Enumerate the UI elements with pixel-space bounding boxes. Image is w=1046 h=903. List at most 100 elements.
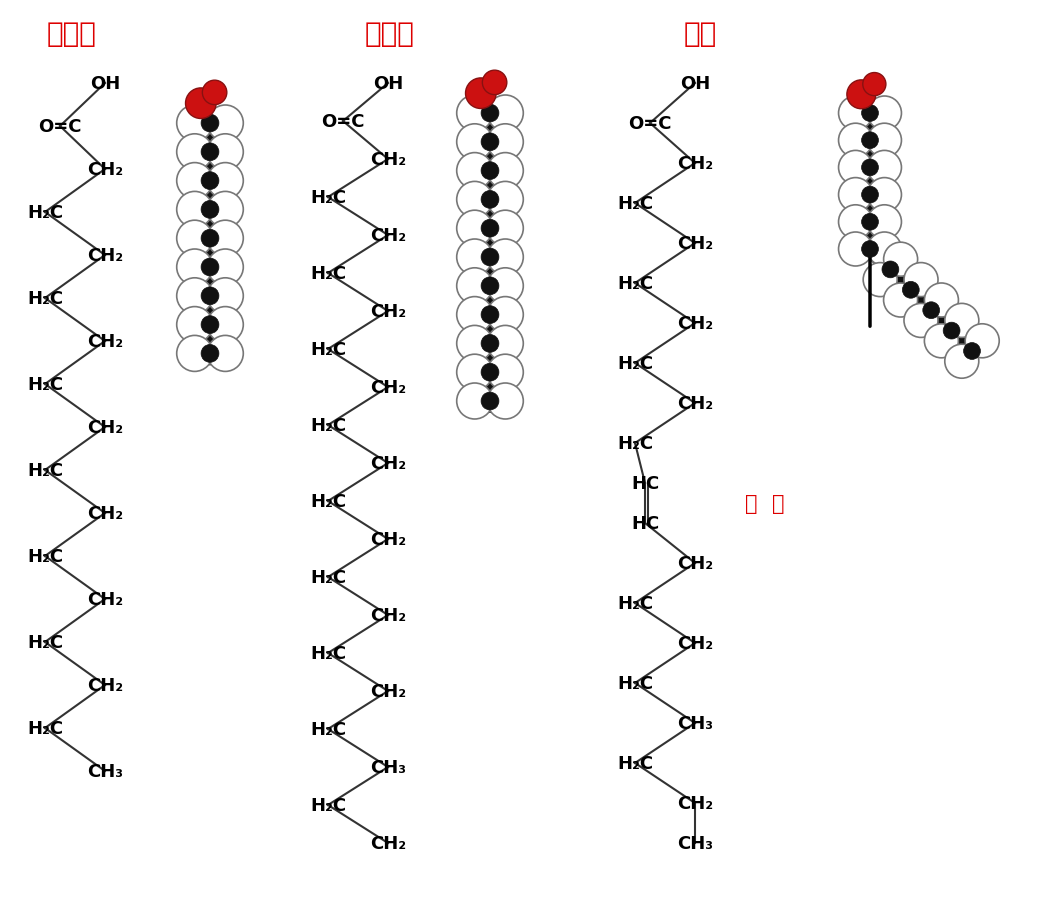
Text: 双  键: 双 键 xyxy=(745,493,784,514)
Circle shape xyxy=(839,233,872,266)
Text: H₂C: H₂C xyxy=(310,340,346,358)
Circle shape xyxy=(867,233,902,266)
Circle shape xyxy=(903,282,919,299)
Circle shape xyxy=(943,323,960,340)
Circle shape xyxy=(481,364,499,382)
Text: CH₂: CH₂ xyxy=(370,378,406,396)
Text: CH₂: CH₂ xyxy=(87,676,123,694)
Text: H₂C: H₂C xyxy=(310,492,346,510)
Circle shape xyxy=(457,125,493,161)
Text: CH₂: CH₂ xyxy=(677,794,713,812)
Circle shape xyxy=(487,297,523,333)
Circle shape xyxy=(201,115,219,133)
Circle shape xyxy=(867,151,902,185)
Text: CH₂: CH₂ xyxy=(370,151,406,169)
Text: CH₂: CH₂ xyxy=(370,454,406,472)
Circle shape xyxy=(177,250,212,285)
Text: CH₂: CH₂ xyxy=(370,530,406,548)
Text: CH₂: CH₂ xyxy=(370,303,406,321)
Circle shape xyxy=(487,268,523,304)
Text: CH₂: CH₂ xyxy=(370,227,406,245)
Text: H₂C: H₂C xyxy=(27,719,63,737)
Text: H₂C: H₂C xyxy=(617,355,653,373)
Text: CH₂: CH₂ xyxy=(370,834,406,852)
Circle shape xyxy=(867,97,902,131)
Text: CH₂: CH₂ xyxy=(677,395,713,413)
Circle shape xyxy=(884,243,917,277)
Circle shape xyxy=(207,106,244,142)
Text: H₂C: H₂C xyxy=(617,275,653,293)
Text: CH₂: CH₂ xyxy=(87,247,123,265)
Text: CH₃: CH₃ xyxy=(677,714,713,732)
Text: H₂C: H₂C xyxy=(617,675,653,693)
Circle shape xyxy=(945,345,979,378)
Circle shape xyxy=(465,79,496,109)
Circle shape xyxy=(945,304,979,338)
Circle shape xyxy=(177,163,212,200)
Circle shape xyxy=(177,221,212,257)
Text: H₂C: H₂C xyxy=(310,796,346,815)
Circle shape xyxy=(481,191,499,209)
FancyBboxPatch shape xyxy=(202,112,218,366)
Text: OH: OH xyxy=(90,75,120,93)
Text: CH₂: CH₂ xyxy=(370,683,406,700)
Text: CH₂: CH₂ xyxy=(87,505,123,523)
Circle shape xyxy=(867,124,902,158)
Text: 硬脂酸: 硬脂酸 xyxy=(365,20,415,48)
Text: H₂C: H₂C xyxy=(310,265,346,283)
Circle shape xyxy=(481,306,499,324)
Circle shape xyxy=(457,384,493,420)
Text: CH₃: CH₃ xyxy=(370,759,406,777)
Circle shape xyxy=(481,277,499,295)
Circle shape xyxy=(457,355,493,391)
Circle shape xyxy=(457,154,493,190)
Circle shape xyxy=(487,239,523,275)
Circle shape xyxy=(839,179,872,212)
Text: CH₂: CH₂ xyxy=(677,634,713,652)
Text: CH₃: CH₃ xyxy=(677,834,713,852)
Circle shape xyxy=(839,124,872,158)
Circle shape xyxy=(482,71,507,96)
Circle shape xyxy=(487,384,523,420)
Circle shape xyxy=(207,278,244,314)
Circle shape xyxy=(481,220,499,237)
Circle shape xyxy=(487,96,523,132)
Text: H₂C: H₂C xyxy=(617,594,653,612)
Circle shape xyxy=(207,192,244,228)
Circle shape xyxy=(839,151,872,185)
Text: H₂C: H₂C xyxy=(27,633,63,651)
Circle shape xyxy=(457,182,493,219)
Circle shape xyxy=(487,154,523,190)
Circle shape xyxy=(965,324,999,358)
Circle shape xyxy=(202,81,227,106)
Text: H₂C: H₂C xyxy=(27,204,63,222)
Text: O=C: O=C xyxy=(39,118,82,135)
Circle shape xyxy=(904,264,938,297)
Text: H₂C: H₂C xyxy=(27,547,63,565)
Text: H₂C: H₂C xyxy=(617,754,653,772)
Text: CH₂: CH₂ xyxy=(677,554,713,573)
Circle shape xyxy=(862,133,879,150)
Circle shape xyxy=(177,135,212,171)
Circle shape xyxy=(481,134,499,152)
Circle shape xyxy=(201,230,219,247)
Circle shape xyxy=(847,80,876,109)
Text: H₂C: H₂C xyxy=(27,290,63,308)
Text: H₂C: H₂C xyxy=(617,195,653,213)
Circle shape xyxy=(457,326,493,362)
Text: CH₂: CH₂ xyxy=(677,314,713,332)
Circle shape xyxy=(177,336,212,372)
Circle shape xyxy=(867,206,902,239)
Circle shape xyxy=(201,172,219,191)
Circle shape xyxy=(457,211,493,247)
Circle shape xyxy=(481,249,499,266)
Circle shape xyxy=(201,316,219,334)
Circle shape xyxy=(487,326,523,362)
Text: CH₂: CH₂ xyxy=(677,154,713,172)
Text: HC: HC xyxy=(631,515,659,533)
Circle shape xyxy=(487,355,523,391)
Circle shape xyxy=(862,106,879,122)
Circle shape xyxy=(923,303,939,320)
Circle shape xyxy=(839,206,872,239)
Circle shape xyxy=(201,201,219,219)
